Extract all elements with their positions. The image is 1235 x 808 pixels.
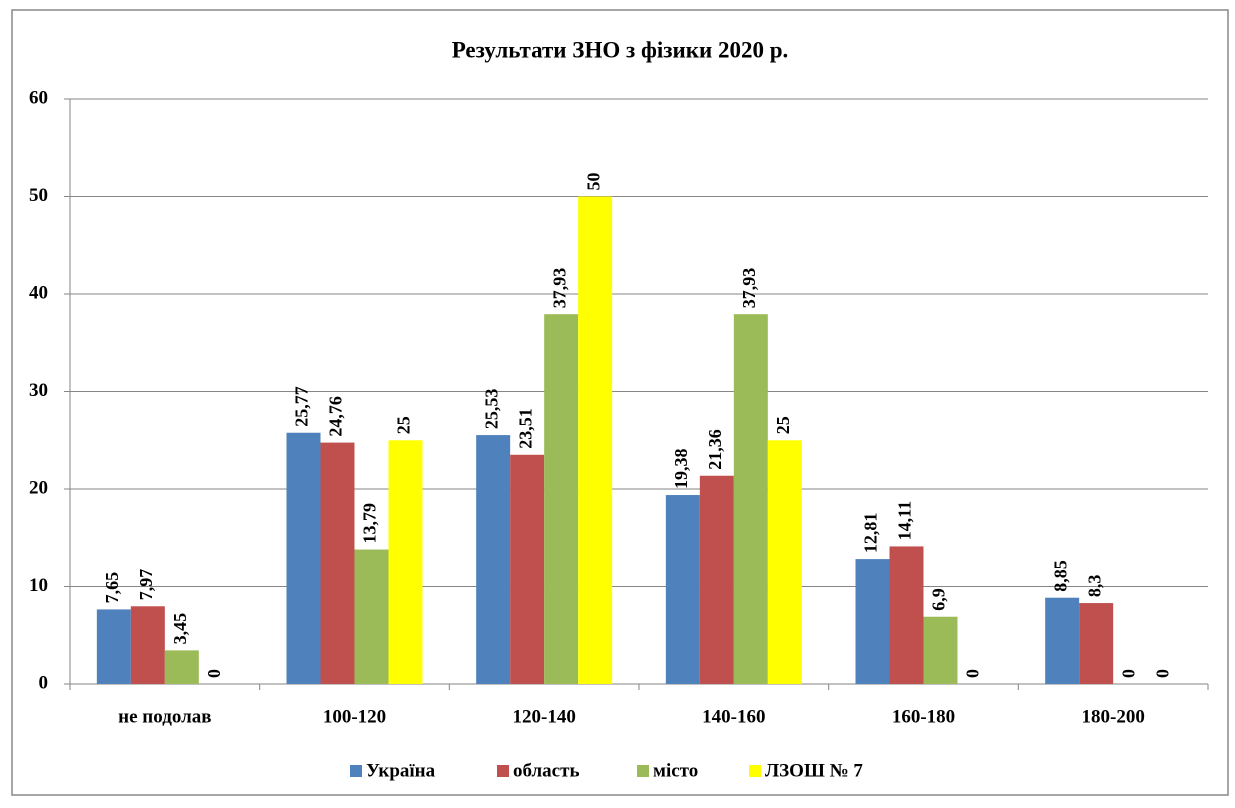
- bar: [767, 440, 802, 684]
- legend-swatch: [749, 765, 761, 777]
- data-label: 23,51: [515, 408, 535, 449]
- bar: [96, 609, 131, 684]
- legend-swatch: [637, 765, 649, 777]
- data-label: 0: [204, 669, 224, 678]
- bar: [733, 314, 768, 684]
- data-label: 14,11: [895, 501, 915, 541]
- data-label: 37,93: [549, 268, 569, 309]
- data-label: 0: [1152, 669, 1172, 678]
- data-label: 25,53: [481, 389, 501, 429]
- bar: [320, 442, 355, 684]
- bar: [855, 559, 890, 684]
- data-label: 37,93: [739, 268, 759, 309]
- data-label: 50: [583, 173, 603, 191]
- legend-swatch: [350, 765, 362, 777]
- bar: [510, 454, 545, 684]
- bar: [923, 616, 958, 684]
- x-tick-label: не подолав: [118, 706, 211, 727]
- bar: [578, 196, 613, 684]
- bar: [354, 549, 389, 684]
- data-label: 8,85: [1050, 560, 1070, 592]
- data-label: 13,79: [360, 503, 380, 544]
- x-tick-label: 120-140: [513, 706, 576, 727]
- legend-label: місто: [653, 760, 698, 781]
- data-label: 7,97: [136, 569, 156, 601]
- data-label: 0: [963, 669, 983, 678]
- x-tick-label: 180-200: [1082, 706, 1145, 727]
- x-tick-label: 140-160: [702, 706, 765, 727]
- bar: [388, 440, 423, 684]
- bar: [889, 546, 924, 684]
- bar: [699, 475, 734, 684]
- data-label: 8,3: [1084, 575, 1104, 598]
- bar: [1045, 597, 1080, 684]
- chart-title: Результати ЗНО з фізики 2020 р.: [452, 37, 789, 62]
- data-label: 25,77: [292, 386, 312, 427]
- legend-label: ЛЗОШ № 7: [765, 760, 863, 781]
- data-label: 25: [394, 416, 414, 434]
- y-tick-label: 20: [29, 477, 48, 498]
- bar: [130, 606, 165, 684]
- y-tick-label: 30: [29, 380, 48, 401]
- chart-border: [11, 9, 1229, 796]
- data-label: 0: [1118, 669, 1138, 678]
- y-tick-label: 50: [29, 185, 48, 206]
- y-tick-label: 60: [29, 87, 48, 108]
- data-label: 6,9: [929, 588, 949, 611]
- legend-swatch: [497, 765, 509, 777]
- data-label: 21,36: [705, 429, 725, 470]
- x-tick-label: 100-120: [323, 706, 386, 727]
- data-label: 24,76: [326, 396, 346, 437]
- y-tick-label: 40: [29, 282, 48, 303]
- y-tick-label: 10: [29, 575, 48, 596]
- data-label: 12,81: [861, 513, 881, 554]
- legend-label: область: [513, 760, 580, 781]
- bar: [544, 314, 579, 684]
- bar: [665, 495, 700, 684]
- y-tick-label: 0: [39, 672, 49, 693]
- bar: [476, 435, 511, 684]
- data-label: 3,45: [170, 613, 190, 645]
- data-label: 7,65: [102, 572, 122, 604]
- bar: [286, 432, 321, 684]
- data-label: 25: [773, 416, 793, 434]
- bar: [164, 650, 199, 684]
- bar: [1079, 603, 1114, 684]
- x-tick-label: 160-180: [892, 706, 955, 727]
- legend-label: Україна: [366, 760, 436, 781]
- data-label: 19,38: [671, 449, 691, 490]
